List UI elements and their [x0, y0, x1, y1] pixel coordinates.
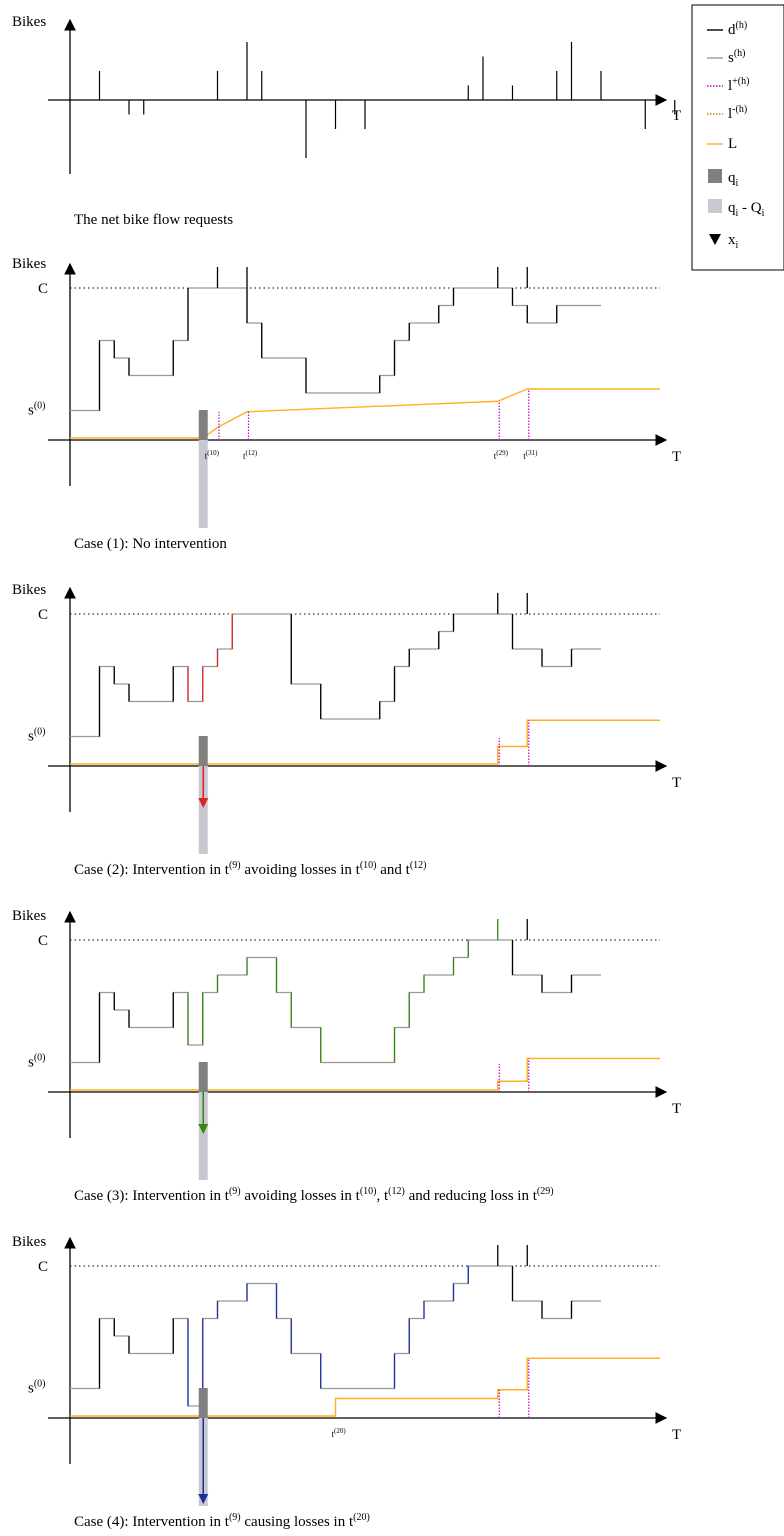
x-axis-label: T: [672, 449, 681, 465]
legend-frame: [692, 5, 784, 270]
y-axis-label: Bikes: [12, 14, 46, 30]
y-axis-label: Bikes: [12, 908, 46, 924]
net-flow-caption: The net bike flow requests: [74, 212, 233, 228]
time-label: t(10): [205, 449, 220, 461]
x-axis-label: T: [672, 108, 681, 124]
case-panel-4: Bikes T Cs(0) t(20) Case (4): Intervention i…: [12, 1234, 681, 1530]
capacity-label: C: [38, 933, 48, 949]
net-flow-panel: Bikes T The net bike flow requests: [12, 14, 763, 228]
legend-swatch: [708, 199, 722, 213]
q-box: [199, 1388, 208, 1418]
case-caption: Case (3): Intervention in t(9)​ avoiding…: [74, 1186, 554, 1204]
x-axis-label: T: [672, 1427, 681, 1443]
initial-stock-label: s(0): [28, 1379, 46, 1397]
legend-swatch: [708, 169, 722, 183]
case-panel-2: Bikes T Cs(0) Case (2): Intervention in t(9…: [12, 582, 681, 878]
y-axis-label: Bikes: [12, 256, 46, 272]
initial-stock-label: s(0): [28, 1053, 46, 1071]
cumulative-loss-line: [70, 389, 660, 438]
legend-label: L: [728, 136, 737, 152]
y-axis-label: Bikes: [12, 1234, 46, 1250]
capacity-label: C: [38, 607, 48, 623]
time-label: t(12): [243, 449, 258, 461]
stock-line: [70, 940, 601, 1063]
time-label: t(20): [332, 1427, 347, 1439]
panels: Bikes T The net bike flow requests Bikes T Cs…: [12, 14, 763, 1530]
case-panel-3: Bikes T Cs(0) Case (3): Intervention in t(9…: [12, 908, 681, 1204]
initial-stock-label: s(0): [28, 727, 46, 745]
case-panel-1: Bikes T Cs(0) t(10) t(12) t(29) t(31) Case (1):…: [12, 256, 681, 552]
case-caption: Case (4): Intervention in t(9)​ causing …: [74, 1512, 370, 1530]
y-axis-label: Bikes: [12, 582, 46, 598]
q-box: [199, 1062, 208, 1092]
x-axis-label: T: [672, 775, 681, 791]
cumulative-loss-line: [70, 1358, 660, 1416]
stock-line: [70, 614, 601, 737]
capacity-label: C: [38, 1259, 48, 1275]
cumulative-loss-line: [70, 1059, 660, 1091]
time-label: t(31): [523, 449, 538, 461]
time-label: t(29): [494, 449, 509, 461]
case-caption: Case (1): No intervention: [74, 536, 227, 552]
stock-line: [70, 1266, 601, 1406]
initial-stock-label: s(0): [28, 401, 46, 419]
q-box: [199, 410, 208, 440]
capacity-label: C: [38, 281, 48, 297]
case-caption: Case (2): Intervention in t(9)​ avoiding…: [74, 860, 426, 878]
cumulative-loss-line: [70, 720, 660, 764]
q-box: [199, 736, 208, 766]
x-axis-label: T: [672, 1101, 681, 1117]
